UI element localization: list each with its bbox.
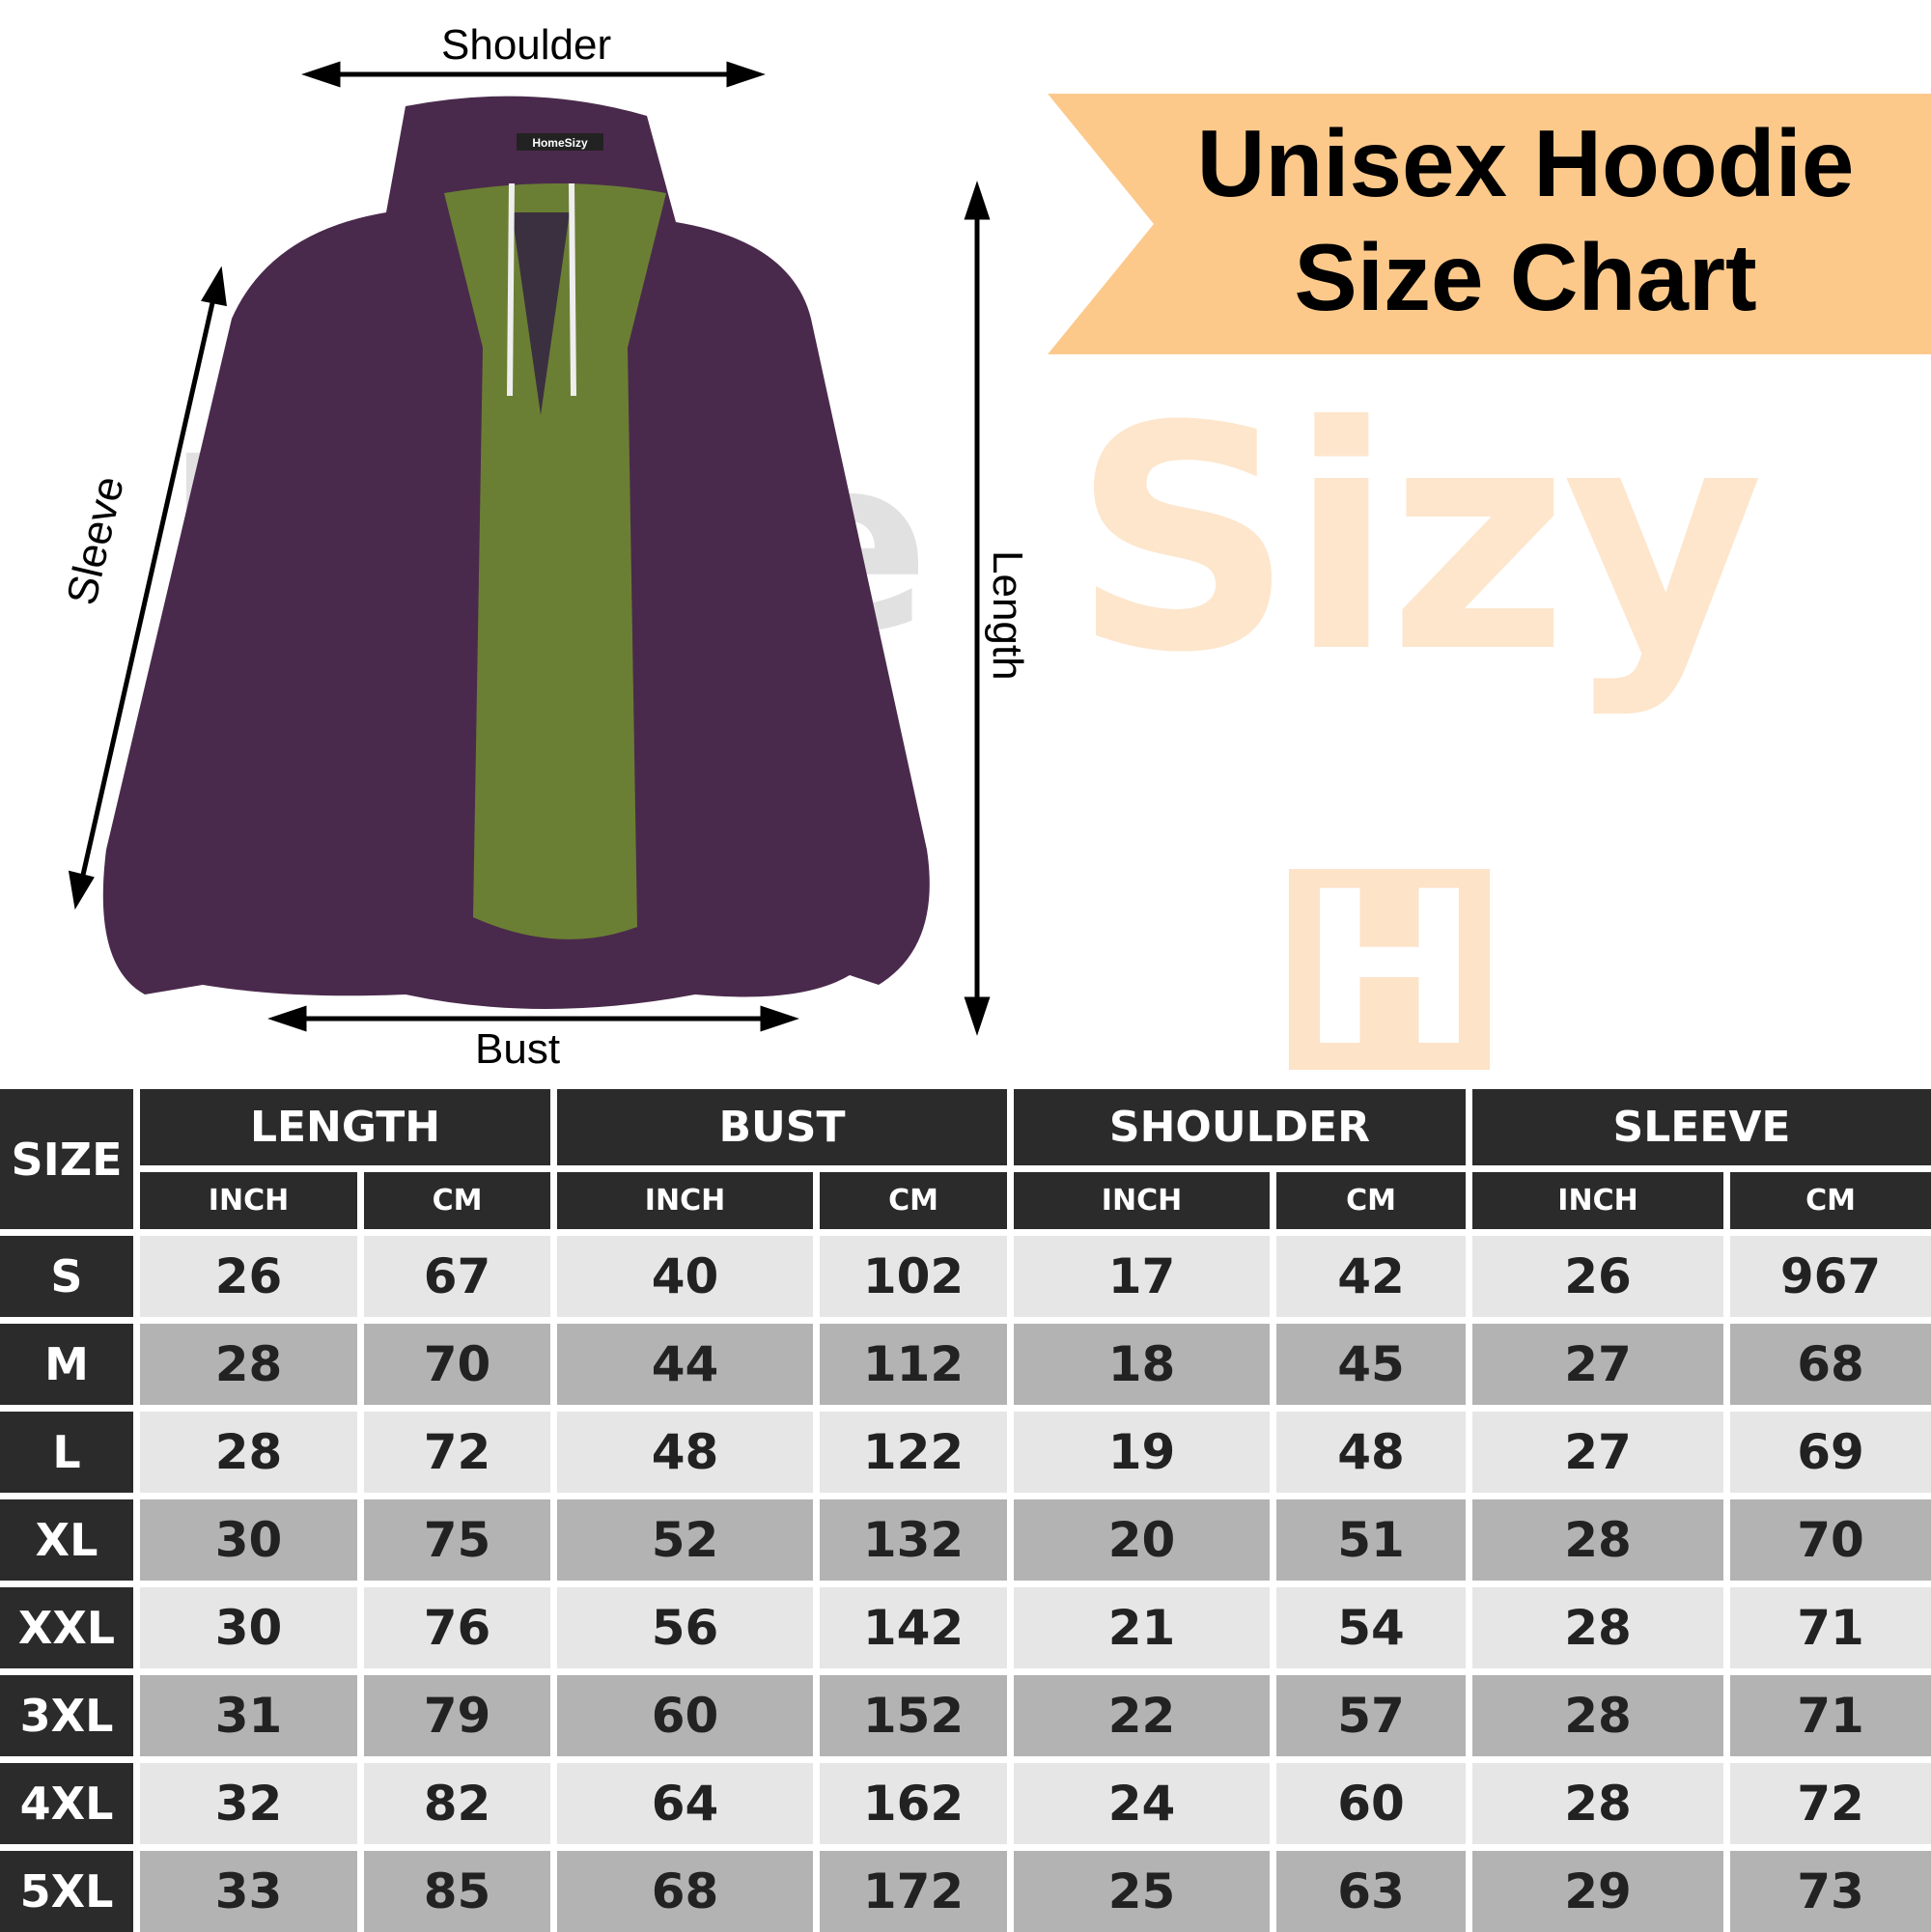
unit-header: INCH <box>557 1172 813 1229</box>
table-cell: 162 <box>820 1763 1007 1844</box>
table-cell: 67 <box>364 1236 550 1317</box>
table-cell: 17 <box>1014 1236 1270 1317</box>
size-label: XXL <box>0 1587 133 1668</box>
watermark-text-part-2: Sizy <box>1072 361 1764 720</box>
table-cell: 76 <box>364 1587 550 1668</box>
table-cell: 70 <box>364 1324 550 1405</box>
unit-header: CM <box>820 1172 1007 1229</box>
table-cell: 71 <box>1730 1587 1931 1668</box>
size-label: 3XL <box>0 1675 133 1756</box>
table-cell: 51 <box>1276 1499 1466 1581</box>
table-cell: 172 <box>820 1851 1007 1932</box>
table-cell: 24 <box>1014 1763 1270 1844</box>
table-cell: 70 <box>1730 1499 1931 1581</box>
unit-header: CM <box>1730 1172 1931 1229</box>
table-cell: 72 <box>1730 1763 1931 1844</box>
table-cell: 25 <box>1014 1851 1270 1932</box>
group-header-bust: BUST <box>557 1089 1007 1165</box>
size-label: 5XL <box>0 1851 133 1932</box>
hoodie-image: HomeSizy <box>68 61 991 1036</box>
table-cell: 31 <box>140 1675 357 1756</box>
table-cell: 72 <box>364 1412 550 1493</box>
table-cell: 27 <box>1472 1324 1723 1405</box>
table-cell: 82 <box>364 1763 550 1844</box>
unit-header: INCH <box>140 1172 357 1229</box>
unit-header: CM <box>364 1172 550 1229</box>
table-cell: 19 <box>1014 1412 1270 1493</box>
table-cell: 102 <box>820 1236 1007 1317</box>
size-label: S <box>0 1236 133 1317</box>
table-cell: 22 <box>1014 1675 1270 1756</box>
table-cell: 30 <box>140 1587 357 1668</box>
table-cell: 63 <box>1276 1851 1466 1932</box>
table-cell: 48 <box>557 1412 813 1493</box>
hoodie-body: HomeSizy <box>102 96 930 1010</box>
table-cell: 40 <box>557 1236 813 1317</box>
group-header-sleeve: SLEEVE <box>1472 1089 1931 1165</box>
table-cell: 28 <box>140 1412 357 1493</box>
table-cell: 29 <box>1472 1851 1723 1932</box>
table-cell: 57 <box>1276 1675 1466 1756</box>
unit-header: INCH <box>1014 1172 1270 1229</box>
table-cell: 52 <box>557 1499 813 1581</box>
unit-header: CM <box>1276 1172 1466 1229</box>
size-table: SIZE LENGTH BUST SHOULDER SLEEVE INCH CM I… <box>0 1089 1931 1932</box>
size-label: M <box>0 1324 133 1405</box>
table-cell: 28 <box>1472 1763 1723 1844</box>
table-cell: 30 <box>140 1499 357 1581</box>
measure-arrows <box>68 61 991 1036</box>
table-cell: 26 <box>1472 1236 1723 1317</box>
table-cell: 28 <box>1472 1675 1723 1756</box>
title-line-2: Size Chart <box>1294 224 1757 330</box>
table-cell: 122 <box>820 1412 1007 1493</box>
table-cell: 20 <box>1014 1499 1270 1581</box>
unit-header: INCH <box>1472 1172 1723 1229</box>
title-banner <box>1048 94 1931 354</box>
table-cell: 56 <box>557 1587 813 1668</box>
page-title: Unisex Hoodie Size Chart <box>1120 106 1931 334</box>
table-cell: 68 <box>1730 1324 1931 1405</box>
table-cell: 33 <box>140 1851 357 1932</box>
table-cell: 967 <box>1730 1236 1931 1317</box>
watermark-logo: H <box>1289 846 1490 1093</box>
table-cell: 28 <box>1472 1499 1723 1581</box>
table-cell: 26 <box>140 1236 357 1317</box>
table-cell: 69 <box>1730 1412 1931 1493</box>
table-cell: 85 <box>364 1851 550 1932</box>
title-line-1: Unisex Hoodie <box>1196 110 1855 216</box>
table-cell: 68 <box>557 1851 813 1932</box>
table-cell: 21 <box>1014 1587 1270 1668</box>
length-label: Length <box>984 550 1031 681</box>
hoodie-tag: HomeSizy <box>532 136 588 150</box>
size-label: 4XL <box>0 1763 133 1844</box>
table-cell: 79 <box>364 1675 550 1756</box>
table-cell: 48 <box>1276 1412 1466 1493</box>
table-cell: 28 <box>1472 1587 1723 1668</box>
table-cell: 27 <box>1472 1412 1723 1493</box>
shoulder-label: Shoulder <box>441 21 612 69</box>
table-cell: 64 <box>557 1763 813 1844</box>
table-cell: 73 <box>1730 1851 1931 1932</box>
table-cell: 28 <box>140 1324 357 1405</box>
size-label: L <box>0 1412 133 1493</box>
table-cell: 132 <box>820 1499 1007 1581</box>
table-cell: 32 <box>140 1763 357 1844</box>
size-label: XL <box>0 1499 133 1581</box>
table-cell: 54 <box>1276 1587 1466 1668</box>
table-cell: 75 <box>364 1499 550 1581</box>
table-cell: 44 <box>557 1324 813 1405</box>
table-cell: 45 <box>1276 1324 1466 1405</box>
bust-label: Bust <box>475 1025 561 1073</box>
group-header-shoulder: SHOULDER <box>1014 1089 1466 1165</box>
table-cell: 60 <box>557 1675 813 1756</box>
table-cell: 152 <box>820 1675 1007 1756</box>
table-cell: 60 <box>1276 1763 1466 1844</box>
table-cell: 18 <box>1014 1324 1270 1405</box>
size-header: SIZE <box>0 1089 133 1229</box>
table-cell: 71 <box>1730 1675 1931 1756</box>
table-cell: 42 <box>1276 1236 1466 1317</box>
group-header-length: LENGTH <box>140 1089 550 1165</box>
table-cell: 112 <box>820 1324 1007 1405</box>
table-cell: 142 <box>820 1587 1007 1668</box>
